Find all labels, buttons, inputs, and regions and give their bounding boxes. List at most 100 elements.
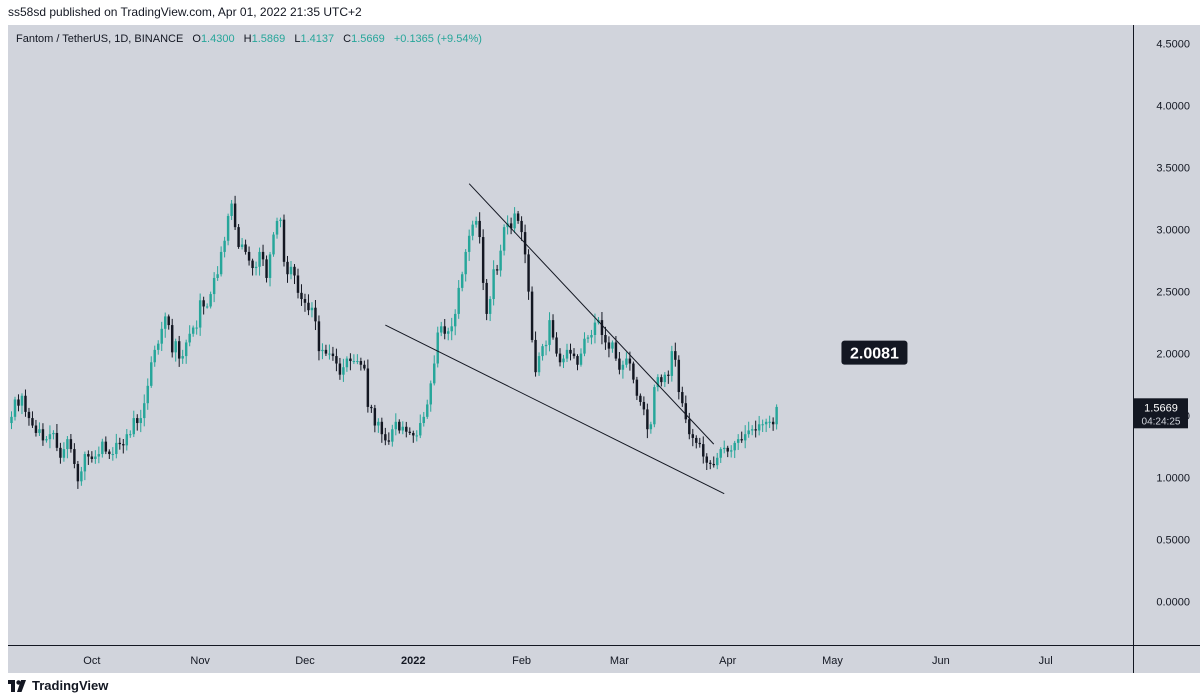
candle-body: [370, 406, 373, 409]
y-tick-label: 3.0000: [1156, 225, 1190, 237]
candle-body: [247, 251, 251, 261]
y-tick-label: 3.5000: [1156, 163, 1190, 175]
candle-body: [520, 220, 523, 233]
candle-body: [230, 203, 233, 216]
x-tick-label: 2022: [401, 655, 425, 667]
candle-body: [691, 434, 695, 438]
candle-body: [122, 444, 125, 446]
candle-body: [184, 342, 188, 357]
candle-body: [83, 454, 87, 472]
candle-body: [412, 432, 415, 436]
candle-body: [443, 326, 446, 334]
candle-body: [761, 424, 764, 426]
candle-body: [380, 421, 384, 435]
candle-body: [600, 320, 604, 335]
x-tick-label: Mar: [610, 655, 629, 667]
candle-body: [275, 220, 279, 235]
candle-body: [244, 244, 247, 252]
candle-body: [548, 320, 551, 345]
last-price-value: 1.5669: [1144, 402, 1178, 414]
candle-body: [618, 358, 621, 370]
candle-body: [660, 377, 663, 383]
candle-body: [586, 337, 590, 339]
candle-body: [233, 203, 237, 228]
candle-body: [174, 341, 177, 353]
time-axis[interactable]: [8, 645, 1133, 673]
candle-body: [488, 299, 492, 314]
candle-body: [440, 326, 443, 333]
candle-body: [408, 431, 412, 433]
candle-body: [363, 364, 366, 369]
candle-body: [684, 403, 688, 420]
target-callout-box: [841, 340, 908, 365]
tradingview-logo[interactable]: TradingView: [8, 678, 108, 693]
candle-body: [132, 418, 135, 435]
candle-body: [34, 425, 38, 433]
candle-body: [775, 406, 778, 425]
candle-body: [485, 282, 488, 314]
candle-body: [13, 399, 17, 417]
candle-body: [24, 395, 27, 412]
candle-body: [695, 437, 698, 443]
candle-body: [611, 342, 614, 349]
candle-body: [342, 367, 345, 375]
candle-body: [328, 353, 331, 355]
candle-body: [677, 359, 681, 393]
y-tick-label: 2.5000: [1156, 287, 1190, 299]
candle-body: [558, 353, 562, 363]
candle-body: [764, 421, 768, 425]
candle-body: [593, 322, 597, 335]
publish-info: ss58sd published on TradingView.com, Apr…: [8, 5, 362, 19]
candle-body: [502, 227, 506, 251]
candle-body: [157, 343, 160, 350]
candle-body: [205, 306, 209, 308]
candle-body: [300, 292, 303, 300]
candle-body: [614, 342, 618, 359]
low-value: 1.4137: [300, 33, 335, 45]
candle-body: [771, 421, 775, 425]
candle-body: [41, 429, 45, 441]
candle-body: [272, 234, 275, 255]
low-label: L: [294, 33, 301, 45]
candle-body: [177, 341, 181, 359]
price-axis[interactable]: [1133, 25, 1200, 645]
candle-body: [261, 251, 265, 260]
candle-body: [143, 403, 146, 419]
candle-body: [653, 387, 656, 425]
candle-body: [216, 274, 219, 278]
candle-body: [688, 419, 691, 435]
candle-body: [464, 251, 467, 275]
chart-area[interactable]: [8, 25, 1133, 645]
candle-body: [646, 409, 649, 430]
candle-body: [20, 395, 24, 406]
candle-body: [366, 368, 370, 407]
candle-body: [387, 440, 391, 442]
candle-body: [265, 259, 268, 278]
candle-body: [160, 328, 163, 344]
candle-body: [90, 456, 94, 459]
candle-body: [754, 429, 757, 431]
candle-body: [562, 358, 565, 363]
tradingview-logo-icon: [8, 679, 26, 692]
footer-bar: TradingView: [0, 673, 1200, 699]
candle-body: [125, 434, 129, 446]
candle-body: [118, 442, 122, 445]
high-label: H: [243, 33, 252, 45]
candle-body: [733, 442, 736, 451]
candle-body: [80, 471, 83, 482]
candle-body: [237, 227, 240, 247]
candle-body: [314, 307, 317, 322]
candle-body: [258, 251, 261, 267]
candle-body: [509, 223, 513, 229]
candle-body: [97, 454, 101, 457]
candle-body: [481, 237, 485, 283]
candle-body: [31, 418, 34, 426]
candle-body: [254, 266, 258, 269]
candle-body: [705, 456, 708, 463]
candle-body: [76, 463, 80, 482]
x-tick-label: Jul: [1039, 655, 1053, 667]
candle-body: [55, 432, 59, 448]
high-value: 1.5869: [251, 33, 286, 45]
candle-body: [415, 435, 418, 437]
candle-body: [331, 353, 335, 357]
